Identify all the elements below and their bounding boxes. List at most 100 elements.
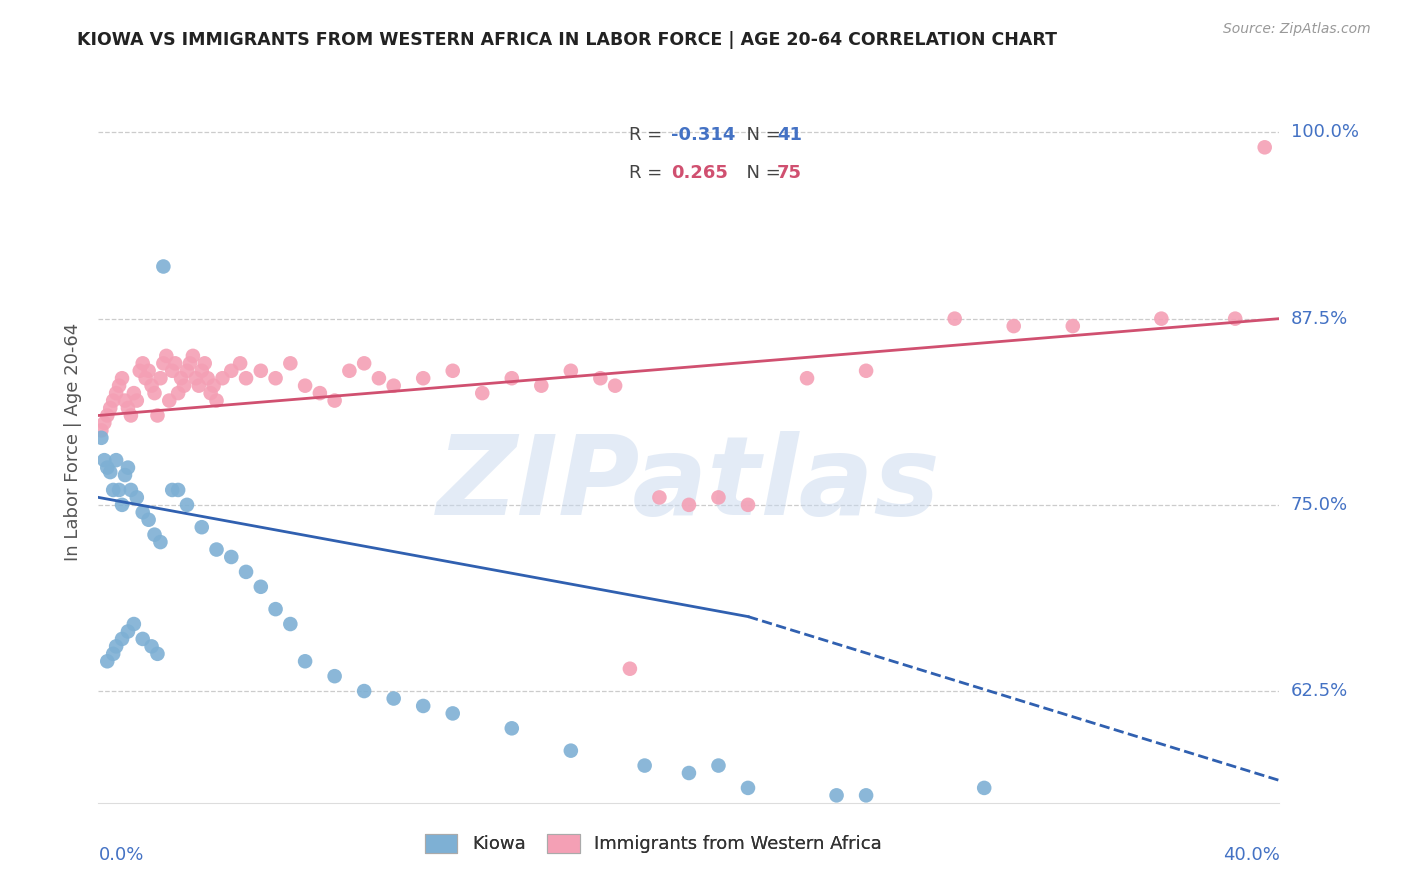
- Point: [589, 371, 612, 385]
- Point: [98, 401, 121, 415]
- Point: [120, 483, 142, 497]
- Point: [678, 498, 700, 512]
- Point: [108, 483, 131, 497]
- Text: 75: 75: [778, 164, 801, 182]
- Point: [323, 393, 346, 408]
- Point: [309, 386, 332, 401]
- Point: [1062, 319, 1084, 334]
- Point: [707, 491, 730, 505]
- Point: [93, 453, 115, 467]
- Point: [167, 483, 190, 497]
- Point: [973, 780, 995, 795]
- Point: [412, 371, 434, 385]
- Point: [152, 356, 174, 370]
- Point: [157, 393, 180, 408]
- Text: Source: ZipAtlas.com: Source: ZipAtlas.com: [1223, 22, 1371, 37]
- Text: 40.0%: 40.0%: [1223, 847, 1279, 864]
- Point: [202, 378, 225, 392]
- Point: [250, 364, 273, 378]
- Text: 87.5%: 87.5%: [1291, 310, 1348, 327]
- Point: [1225, 311, 1247, 326]
- Point: [90, 431, 112, 445]
- Point: [441, 706, 464, 721]
- Point: [143, 386, 166, 401]
- Point: [648, 491, 671, 505]
- Point: [181, 349, 204, 363]
- Point: [141, 378, 163, 392]
- Point: [221, 364, 243, 378]
- Point: [105, 386, 128, 401]
- Point: [855, 364, 877, 378]
- Point: [264, 371, 287, 385]
- Point: [368, 371, 391, 385]
- Point: [132, 632, 155, 646]
- Point: [323, 669, 346, 683]
- Point: [132, 356, 155, 370]
- Point: [501, 371, 523, 385]
- Point: [114, 393, 136, 408]
- Point: [167, 386, 190, 401]
- Point: [737, 498, 759, 512]
- Point: [98, 465, 121, 479]
- Point: [149, 535, 172, 549]
- Text: R =: R =: [630, 164, 673, 182]
- Point: [114, 468, 136, 483]
- Point: [280, 617, 302, 632]
- Point: [103, 393, 125, 408]
- Point: [191, 520, 214, 534]
- Point: [634, 758, 657, 772]
- Text: ZIPatlas: ZIPatlas: [437, 432, 941, 539]
- Point: [152, 260, 174, 274]
- Point: [211, 371, 233, 385]
- Y-axis label: In Labor Force | Age 20-64: In Labor Force | Age 20-64: [63, 322, 82, 561]
- Point: [339, 364, 361, 378]
- Point: [943, 311, 966, 326]
- Text: N =: N =: [735, 126, 786, 145]
- Point: [128, 364, 150, 378]
- Point: [412, 698, 434, 713]
- Point: [111, 498, 134, 512]
- Point: [229, 356, 252, 370]
- Point: [146, 647, 169, 661]
- Point: [235, 565, 257, 579]
- Point: [235, 371, 257, 385]
- Point: [560, 744, 582, 758]
- Text: 41: 41: [778, 126, 801, 145]
- Point: [125, 491, 148, 505]
- Point: [96, 460, 118, 475]
- Point: [200, 386, 222, 401]
- Point: [117, 624, 139, 639]
- Point: [1002, 319, 1025, 334]
- Point: [122, 386, 145, 401]
- Point: [197, 371, 219, 385]
- Point: [117, 401, 139, 415]
- Point: [162, 483, 183, 497]
- Text: KIOWA VS IMMIGRANTS FROM WESTERN AFRICA IN LABOR FORCE | AGE 20-64 CORRELATION C: KIOWA VS IMMIGRANTS FROM WESTERN AFRICA …: [77, 31, 1057, 49]
- Point: [280, 356, 302, 370]
- Point: [530, 378, 553, 392]
- Point: [187, 378, 209, 392]
- Point: [146, 409, 169, 423]
- Point: [93, 416, 115, 430]
- Point: [117, 460, 139, 475]
- Point: [90, 423, 112, 437]
- Point: [382, 378, 405, 392]
- Point: [194, 356, 217, 370]
- Point: [96, 654, 118, 668]
- Point: [205, 393, 228, 408]
- Point: [560, 364, 582, 378]
- Point: [353, 684, 375, 698]
- Point: [176, 364, 198, 378]
- Point: [184, 371, 207, 385]
- Point: [221, 549, 243, 564]
- Point: [176, 498, 198, 512]
- Point: [132, 505, 155, 519]
- Point: [353, 356, 375, 370]
- Text: 75.0%: 75.0%: [1291, 496, 1348, 514]
- Point: [737, 780, 759, 795]
- Point: [96, 409, 118, 423]
- Point: [294, 378, 316, 392]
- Point: [170, 371, 193, 385]
- Point: [165, 356, 187, 370]
- Point: [191, 364, 214, 378]
